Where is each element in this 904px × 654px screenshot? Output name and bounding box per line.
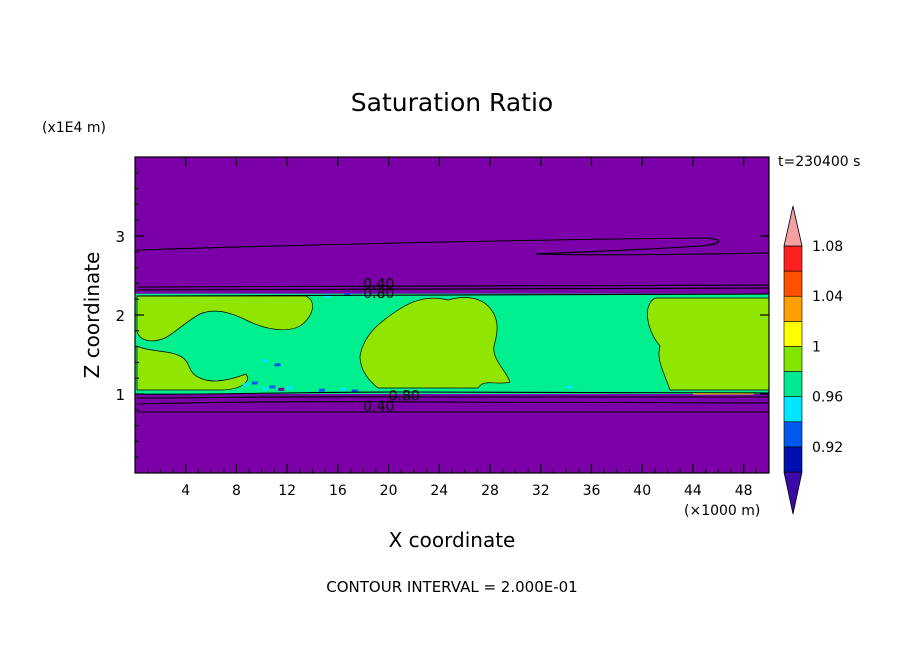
x-axis-label: X coordinate xyxy=(388,528,516,552)
colorbar-segment xyxy=(783,270,803,297)
speckle xyxy=(242,383,249,387)
speckle xyxy=(325,294,332,298)
x-axis-ticks: 4 8 12 16 20 24 28 32 36 40 44 48 xyxy=(147,157,757,499)
contour-label: 0.80 xyxy=(363,286,394,302)
contour-line xyxy=(136,237,770,256)
x-tick-label: 16 xyxy=(329,483,347,499)
contour-label: 0.40 xyxy=(363,399,394,415)
x-tick-label: 36 xyxy=(583,483,601,499)
y-tick-label: 1 xyxy=(115,386,125,404)
speckle xyxy=(344,293,351,297)
contour-label: 0.80 xyxy=(389,389,420,405)
x-tick-label: 32 xyxy=(532,483,550,499)
x-tick-label: 12 xyxy=(278,483,296,499)
y-tick-label: 2 xyxy=(115,307,125,325)
colorbar-segment xyxy=(783,396,803,423)
colorbar-top-triangle xyxy=(783,205,803,247)
x-tick-label: 20 xyxy=(380,483,398,499)
supersaturated-patch xyxy=(359,297,511,389)
x-axis-unit: (×1000 m) xyxy=(684,503,761,519)
contour-line xyxy=(136,391,770,395)
x-tick-label: 40 xyxy=(633,483,651,499)
colorbar: 0.92 0.96 1 1.04 1.08 xyxy=(783,205,843,515)
colorbar-segment xyxy=(783,245,803,272)
colorbar-segment xyxy=(783,446,803,473)
supersaturated-patch xyxy=(136,345,248,391)
colorbar-segment xyxy=(783,346,803,372)
chart-title: Saturation Ratio xyxy=(350,88,554,117)
x-tick-label: 28 xyxy=(481,483,499,499)
plot-field xyxy=(135,157,770,473)
colorbar-label: 0.92 xyxy=(812,440,843,456)
x-tick-label: 24 xyxy=(430,483,448,499)
colorbar-segment xyxy=(783,421,803,448)
colorbar-label: 1.04 xyxy=(812,289,843,305)
contour-lines xyxy=(136,237,770,413)
contour-interval-note: CONTOUR INTERVAL = 2.000E-01 xyxy=(326,578,578,596)
y-axis-ticks: 1 2 3 xyxy=(115,172,769,458)
speckle xyxy=(278,387,285,391)
x-tick-label: 48 xyxy=(735,483,753,499)
y-axis-unit: (x1E4 m) xyxy=(42,120,106,136)
speckle xyxy=(274,363,281,367)
x-tick-label: 44 xyxy=(684,483,702,499)
contour-labels: 0.400.800.800.40 xyxy=(363,276,420,414)
speckle xyxy=(340,387,347,391)
contour-line xyxy=(136,287,770,291)
contour-line xyxy=(136,284,770,288)
contour-label: 0.40 xyxy=(363,276,394,292)
speckle xyxy=(251,381,258,385)
speckle xyxy=(287,386,294,390)
colorbar-segment xyxy=(783,295,803,322)
contour-line xyxy=(136,293,770,297)
contour-line xyxy=(136,396,770,399)
contour-line xyxy=(136,401,770,405)
speckle xyxy=(318,388,325,392)
colorbar-label: 1 xyxy=(812,339,821,355)
speckle xyxy=(269,385,276,389)
speckle xyxy=(351,389,358,393)
supersaturated-patch xyxy=(647,297,770,391)
colorbar-bottom-triangle xyxy=(783,471,803,515)
colorbar-label: 0.96 xyxy=(812,390,843,406)
time-label: t=230400 s xyxy=(778,154,861,170)
x-tick-label: 8 xyxy=(232,483,241,499)
speckle xyxy=(566,385,573,389)
colorbar-label: 1.08 xyxy=(812,239,843,255)
speckle xyxy=(261,359,268,363)
supersaturated-patch xyxy=(136,295,313,342)
y-tick-label: 3 xyxy=(115,228,125,246)
speckle xyxy=(261,387,268,391)
colorbar-segment xyxy=(783,371,803,397)
x-tick-label: 4 xyxy=(181,483,190,499)
colorbar-segment xyxy=(783,321,803,347)
